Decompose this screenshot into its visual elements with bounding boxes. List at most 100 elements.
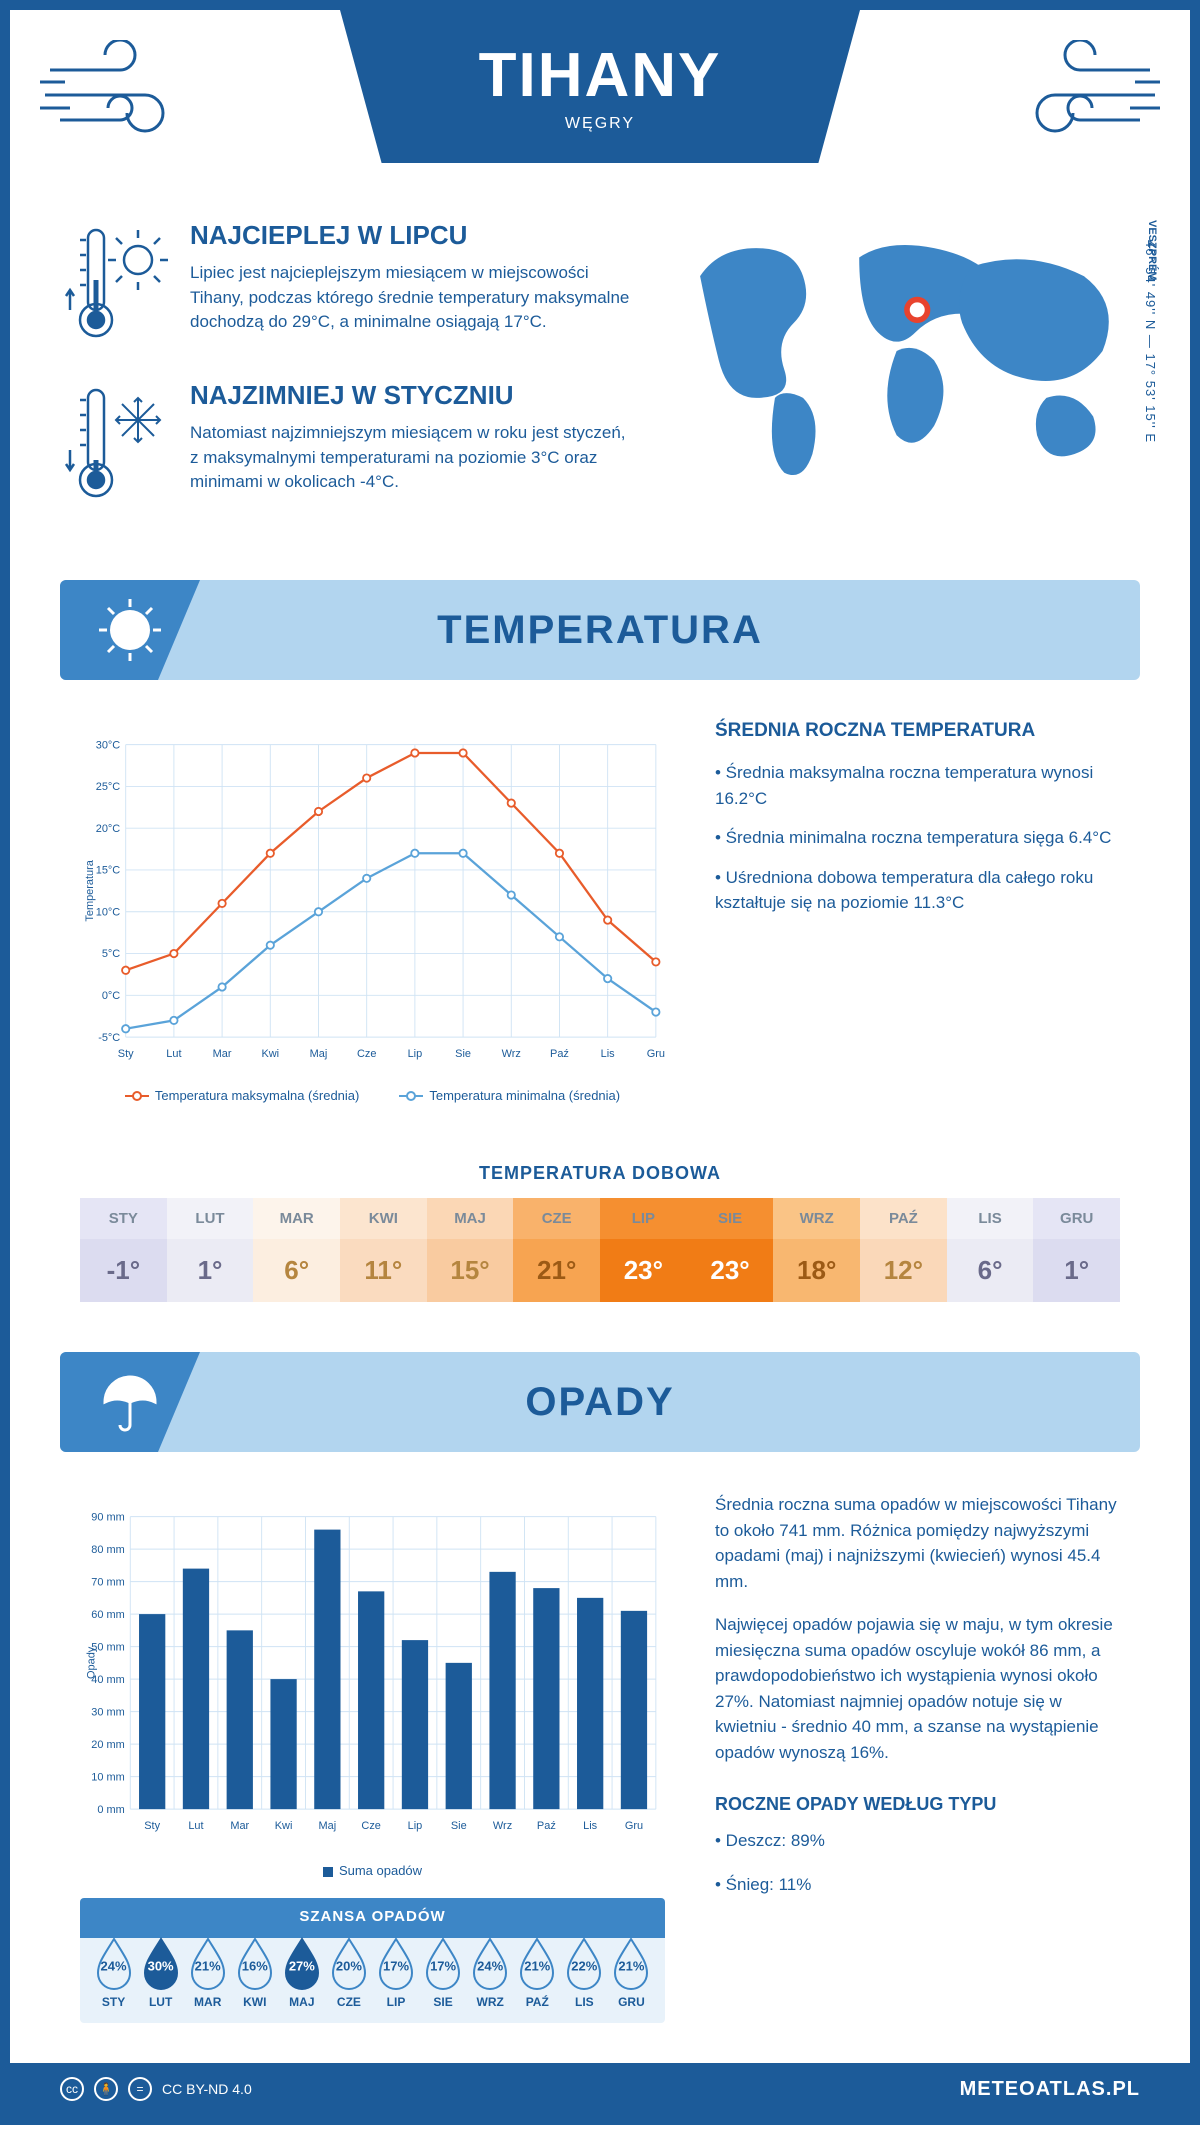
temp-bullet: • Uśredniona dobowa temperatura dla całe… (715, 865, 1120, 916)
temp-bullet: • Średnia maksymalna roczna temperatura … (715, 760, 1120, 811)
svg-text:Mar: Mar (230, 1820, 249, 1832)
svg-text:Sie: Sie (451, 1820, 467, 1832)
svg-text:Gru: Gru (625, 1820, 643, 1832)
fact-cold-title: NAJZIMNIEJ W STYCZNIU (190, 380, 632, 411)
fact-cold-text: Natomiast najzimniejszym miesiącem w rok… (190, 421, 632, 495)
temp-bullet: • Średnia minimalna roczna temperatura s… (715, 825, 1120, 851)
section-banner-precip: OPADY (60, 1352, 1140, 1452)
wind-icon (1000, 40, 1160, 150)
temp-summary-heading: ŚREDNIA ROCZNA TEMPERATURA (715, 720, 1120, 742)
svg-text:Mar: Mar (213, 1048, 232, 1060)
section-title: TEMPERATURA (60, 608, 1140, 653)
svg-text:15°C: 15°C (96, 865, 121, 877)
page-title: TIHANY (360, 40, 840, 111)
svg-text:Paź: Paź (550, 1048, 569, 1060)
chance-drop: 21%MAR (184, 1935, 231, 2009)
svg-text:Lut: Lut (166, 1048, 181, 1060)
fact-coldest: NAJZIMNIEJ W STYCZNIU Natomiast najzimni… (60, 380, 632, 510)
daily-temp-table: STY-1°LUT1°MAR6°KWI11°MAJ15°CZE21°LIP23°… (80, 1198, 1120, 1302)
temp-month-cell: STY-1° (80, 1198, 167, 1302)
svg-text:Kwi: Kwi (261, 1048, 279, 1060)
temp-month-cell: MAJ15° (427, 1198, 514, 1302)
chance-drop: 16%KWI (231, 1935, 278, 2009)
section-banner-temperature: TEMPERATURA (60, 580, 1140, 680)
fact-hot-title: NAJCIEPLEJ W LIPCU (190, 220, 632, 251)
svg-text:Kwi: Kwi (275, 1820, 293, 1832)
temp-month-cell: PAŹ12° (860, 1198, 947, 1302)
fact-hot-text: Lipiec jest najcieplejszym miesiącem w m… (190, 261, 632, 335)
svg-text:Lis: Lis (601, 1048, 616, 1060)
svg-text:0 mm: 0 mm (97, 1804, 124, 1816)
svg-text:Lis: Lis (583, 1820, 598, 1832)
svg-text:Opady: Opady (86, 1646, 98, 1679)
svg-text:Paź: Paź (537, 1820, 556, 1832)
chance-drop: 17%LIP (372, 1935, 419, 2009)
chance-drop: 21%PAŹ (514, 1935, 561, 2009)
svg-text:Sty: Sty (144, 1820, 160, 1832)
temp-month-cell: LIS6° (947, 1198, 1034, 1302)
daily-temp-title: TEMPERATURA DOBOWA (10, 1163, 1190, 1184)
temp-month-cell: MAR6° (253, 1198, 340, 1302)
world-map (672, 220, 1140, 487)
svg-text:Temperatura: Temperatura (84, 859, 96, 921)
bar-legend: Suma opadów (80, 1863, 665, 1878)
license-text: CC BY-ND 4.0 (162, 2081, 252, 2097)
svg-text:10°C: 10°C (96, 906, 121, 918)
legend-min: Temperatura minimalna (średnia) (429, 1088, 620, 1103)
svg-text:Lut: Lut (188, 1820, 203, 1832)
chance-drop: 24%WRZ (467, 1935, 514, 2009)
svg-text:25°C: 25°C (96, 781, 121, 793)
svg-text:30°C: 30°C (96, 739, 121, 751)
svg-text:Wrz: Wrz (502, 1048, 521, 1060)
thermometer-snow-icon (60, 380, 170, 510)
chance-drop: 27%MAJ (278, 1935, 325, 2009)
chart-legend: Temperatura maksymalna (średnia) Tempera… (80, 1088, 665, 1103)
sun-icon (60, 580, 200, 680)
thermometer-sun-icon (60, 220, 170, 350)
svg-text:30 mm: 30 mm (91, 1706, 124, 1718)
chance-drop: 20%CZE (325, 1935, 372, 2009)
temp-month-cell: WRZ18° (773, 1198, 860, 1302)
page-subtitle: WĘGRY (360, 115, 840, 133)
temp-month-cell: LIP23° (600, 1198, 687, 1302)
svg-text:Maj: Maj (319, 1820, 337, 1832)
chance-drop: 17%SIE (420, 1935, 467, 2009)
temp-month-cell: SIE23° (687, 1198, 774, 1302)
svg-text:20 mm: 20 mm (91, 1739, 124, 1751)
fact-hottest: NAJCIEPLEJ W LIPCU Lipiec jest najcieple… (60, 220, 632, 350)
svg-text:-5°C: -5°C (98, 1032, 120, 1044)
svg-text:Gru: Gru (647, 1048, 665, 1060)
svg-text:Sty: Sty (118, 1048, 134, 1060)
svg-text:20°C: 20°C (96, 823, 121, 835)
svg-text:Maj: Maj (310, 1048, 328, 1060)
wind-icon (40, 40, 200, 150)
cc-icon: cc (60, 2077, 84, 2101)
title-banner: TIHANY WĘGRY (340, 10, 860, 163)
section-title: OPADY (60, 1380, 1140, 1425)
svg-text:70 mm: 70 mm (91, 1576, 124, 1588)
svg-text:Sie: Sie (455, 1048, 471, 1060)
svg-text:0°C: 0°C (102, 990, 120, 1002)
license: cc 🧍 = CC BY-ND 4.0 (60, 2077, 252, 2101)
precip-para: Średnia roczna suma opadów w miejscowośc… (715, 1492, 1120, 1594)
by-icon: 🧍 (94, 2077, 118, 2101)
chance-title: SZANSA OPADÓW (90, 1898, 655, 1935)
coordinates: 46° 54' 49'' N — 17° 53' 15'' E (1143, 240, 1158, 443)
chance-drop: 22%LIS (561, 1935, 608, 2009)
info-row: NAJCIEPLEJ W LIPCU Lipiec jest najcieple… (10, 220, 1190, 580)
temp-month-cell: LUT1° (167, 1198, 254, 1302)
legend-max: Temperatura maksymalna (średnia) (155, 1088, 359, 1103)
temperature-summary: ŚREDNIA ROCZNA TEMPERATURA • Średnia mak… (715, 720, 1120, 1103)
chance-drop: 21%GRU (608, 1935, 655, 2009)
temp-month-cell: CZE21° (513, 1198, 600, 1302)
temp-month-cell: GRU1° (1033, 1198, 1120, 1302)
nd-icon: = (128, 2077, 152, 2101)
svg-text:Wrz: Wrz (493, 1820, 512, 1832)
precip-chance-box: SZANSA OPADÓW 24%STY30%LUT21%MAR16%KWI27… (80, 1898, 665, 2023)
svg-text:Cze: Cze (361, 1820, 380, 1832)
temperature-line-chart: -5°C0°C5°C10°C15°C20°C25°C30°CStyLutMarK… (80, 720, 665, 1103)
temp-month-cell: KWI11° (340, 1198, 427, 1302)
precip-type-heading: ROCZNE OPADY WEDŁUG TYPU (715, 1791, 1120, 1818)
svg-text:Lip: Lip (408, 1820, 423, 1832)
chance-drop: 30%LUT (137, 1935, 184, 2009)
